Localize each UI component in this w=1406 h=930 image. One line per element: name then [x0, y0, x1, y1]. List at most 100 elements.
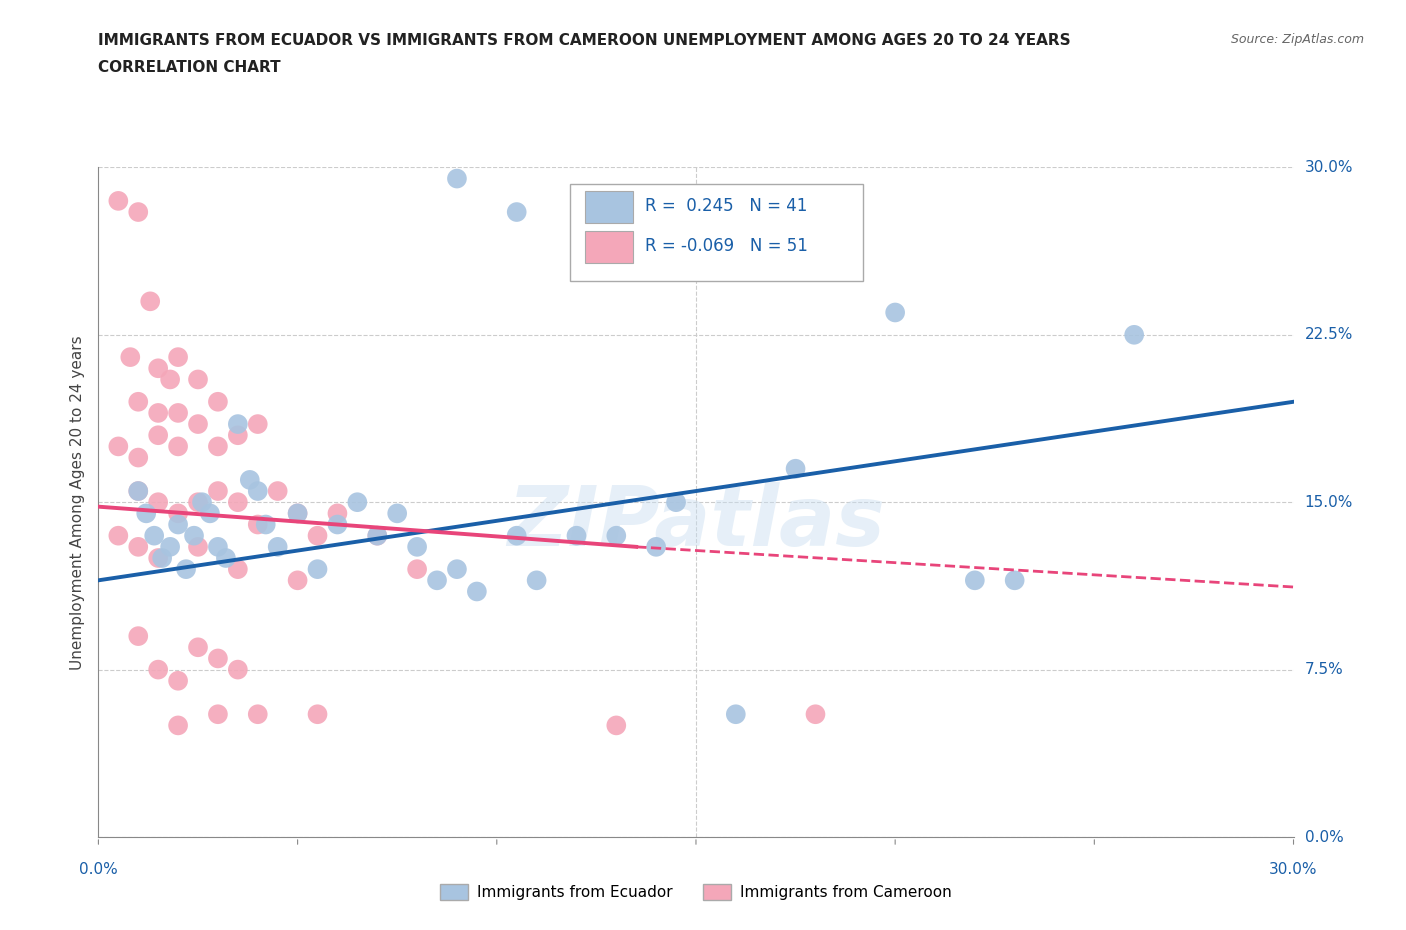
Point: [406, 539, 429, 554]
Point: [446, 562, 468, 577]
Point: [148, 361, 170, 376]
Point: [1123, 327, 1146, 342]
Point: [167, 506, 190, 521]
Point: [167, 517, 190, 532]
Point: [127, 394, 149, 409]
Point: [148, 551, 170, 565]
Point: [287, 506, 309, 521]
Point: [207, 707, 229, 722]
Point: [346, 495, 368, 510]
Point: [267, 539, 290, 554]
Point: [465, 584, 488, 599]
Point: [159, 539, 181, 554]
Point: [246, 484, 269, 498]
Point: [174, 562, 197, 577]
Point: [307, 562, 329, 577]
Point: [665, 495, 688, 510]
Point: [506, 528, 529, 543]
Text: R = -0.069   N = 51: R = -0.069 N = 51: [644, 237, 807, 255]
Point: [526, 573, 548, 588]
Point: [426, 573, 449, 588]
Point: [884, 305, 907, 320]
Text: Source: ZipAtlas.com: Source: ZipAtlas.com: [1230, 33, 1364, 46]
Point: [127, 484, 149, 498]
FancyBboxPatch shape: [571, 184, 863, 281]
Point: [326, 506, 349, 521]
Text: ZIPatlas: ZIPatlas: [508, 482, 884, 563]
FancyBboxPatch shape: [585, 191, 633, 223]
Point: [226, 495, 249, 510]
Point: [385, 506, 409, 521]
Point: [785, 461, 807, 476]
Point: [246, 517, 269, 532]
Point: [287, 573, 309, 588]
Point: [446, 171, 468, 186]
Point: [120, 350, 142, 365]
Legend: Immigrants from Ecuador, Immigrants from Cameroon: Immigrants from Ecuador, Immigrants from…: [434, 878, 957, 907]
FancyBboxPatch shape: [585, 231, 633, 263]
Point: [366, 528, 388, 543]
Point: [159, 372, 181, 387]
Point: [183, 528, 205, 543]
Point: [139, 294, 162, 309]
Point: [127, 450, 149, 465]
Point: [148, 662, 170, 677]
Point: [246, 707, 269, 722]
Point: [226, 417, 249, 432]
Point: [267, 484, 290, 498]
Point: [226, 662, 249, 677]
Point: [167, 673, 190, 688]
Point: [167, 350, 190, 365]
Point: [167, 439, 190, 454]
Text: IMMIGRANTS FROM ECUADOR VS IMMIGRANTS FROM CAMEROON UNEMPLOYMENT AMONG AGES 20 T: IMMIGRANTS FROM ECUADOR VS IMMIGRANTS FR…: [98, 33, 1071, 47]
Text: 0.0%: 0.0%: [79, 862, 118, 877]
Point: [226, 428, 249, 443]
Point: [406, 562, 429, 577]
Text: R =  0.245   N = 41: R = 0.245 N = 41: [644, 196, 807, 215]
Text: 30.0%: 30.0%: [1270, 862, 1317, 877]
Text: 22.5%: 22.5%: [1305, 327, 1353, 342]
Point: [506, 205, 529, 219]
Point: [143, 528, 166, 543]
Point: [127, 484, 149, 498]
Point: [246, 417, 269, 432]
Point: [127, 205, 149, 219]
Point: [135, 506, 157, 521]
Point: [287, 506, 309, 521]
Point: [724, 707, 747, 722]
Point: [326, 517, 349, 532]
Text: 0.0%: 0.0%: [1305, 830, 1343, 844]
Point: [307, 707, 329, 722]
Point: [565, 528, 588, 543]
Point: [191, 495, 214, 510]
Point: [366, 528, 388, 543]
Point: [605, 528, 627, 543]
Point: [207, 484, 229, 498]
Point: [254, 517, 277, 532]
Point: [150, 551, 173, 565]
Point: [1004, 573, 1026, 588]
Point: [187, 640, 209, 655]
Point: [207, 394, 229, 409]
Point: [187, 372, 209, 387]
Point: [148, 428, 170, 443]
Point: [239, 472, 262, 487]
Point: [198, 506, 221, 521]
Point: [605, 718, 627, 733]
Point: [148, 495, 170, 510]
Text: 15.0%: 15.0%: [1305, 495, 1353, 510]
Point: [127, 629, 149, 644]
Text: 7.5%: 7.5%: [1305, 662, 1343, 677]
Point: [207, 439, 229, 454]
Point: [645, 539, 668, 554]
Point: [148, 405, 170, 420]
Point: [187, 539, 209, 554]
Point: [804, 707, 827, 722]
Text: 30.0%: 30.0%: [1305, 160, 1353, 175]
Point: [127, 539, 149, 554]
Point: [226, 562, 249, 577]
Point: [963, 573, 986, 588]
Point: [307, 528, 329, 543]
Point: [167, 405, 190, 420]
Point: [107, 439, 129, 454]
